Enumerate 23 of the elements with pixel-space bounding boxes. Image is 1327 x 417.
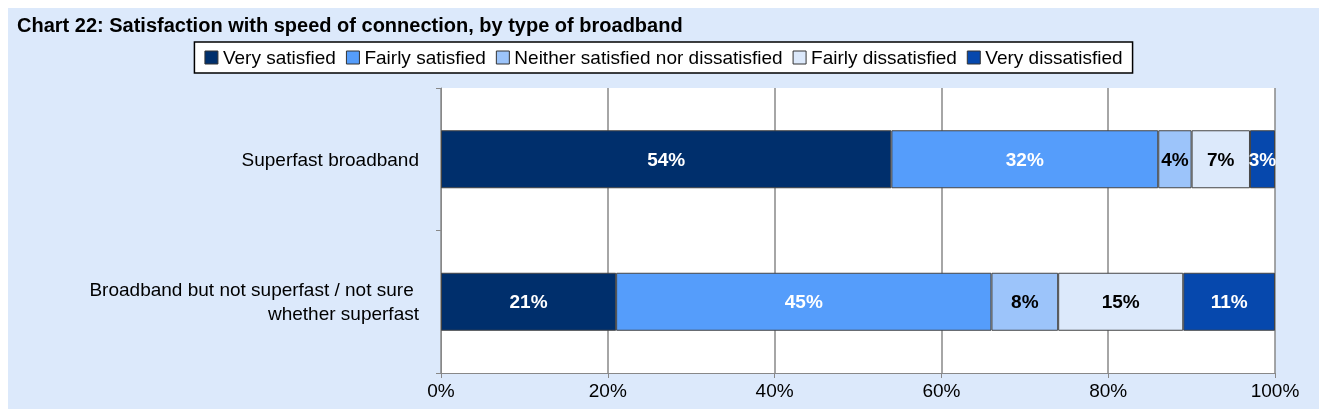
- legend-label: Very dissatisfied: [985, 47, 1123, 68]
- x-tick-label: 40%: [755, 380, 794, 401]
- data-label: 8%: [1011, 291, 1039, 313]
- x-tick-label: 100%: [1250, 380, 1300, 401]
- chart-title: Chart 22: Satisfaction with speed of connection, by type of broadband: [17, 14, 683, 36]
- x-tick-label: 60%: [922, 380, 961, 401]
- legend-label: Very satisfied: [222, 47, 336, 68]
- y-tick-label: Broadband but not superfast / not sure whether superfast: [89, 279, 420, 325]
- data-label: 11%: [1210, 291, 1248, 313]
- legend-label: Neither satisfied nor dissatisfied: [514, 47, 783, 68]
- data-label: 7%: [1207, 148, 1235, 170]
- y-tick-label: Superfast broadband: [241, 148, 419, 170]
- data-label: 21%: [509, 291, 548, 313]
- legend-label: Fairly satisfied: [364, 47, 486, 68]
- legend-label: Fairly dissatisfied: [811, 47, 957, 68]
- x-tick-label: 20%: [588, 380, 627, 401]
- x-tick-label: 80%: [1089, 380, 1128, 401]
- data-label: 54%: [647, 148, 686, 170]
- data-label: 4%: [1161, 148, 1189, 170]
- data-label: 45%: [784, 291, 823, 313]
- data-label: 15%: [1101, 291, 1140, 313]
- x-tick-label: 0%: [427, 380, 455, 401]
- data-label: 32%: [1005, 148, 1044, 170]
